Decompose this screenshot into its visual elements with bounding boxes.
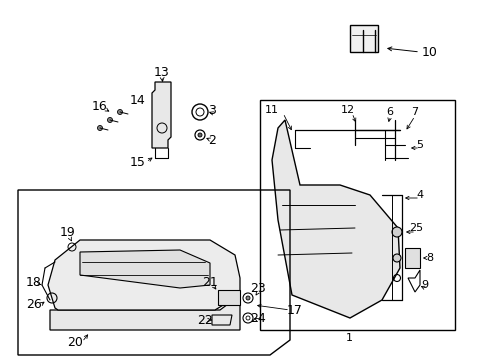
Text: 5: 5 [416,140,423,150]
Circle shape [97,126,102,130]
Polygon shape [48,240,240,310]
Text: 1: 1 [345,333,352,343]
Circle shape [117,109,122,114]
Text: 4: 4 [416,190,423,200]
Circle shape [107,117,112,122]
Bar [260,100,454,330]
Text: 17: 17 [286,303,303,316]
Text: 9: 9 [421,280,427,290]
Text: 19: 19 [60,225,76,238]
Text: 20: 20 [67,336,83,348]
Polygon shape [349,25,377,52]
Text: 23: 23 [250,282,265,294]
Text: 11: 11 [264,105,279,115]
Text: 12: 12 [340,105,354,115]
Text: 16: 16 [92,99,108,112]
Text: 21: 21 [202,275,218,288]
Text: 25: 25 [408,223,422,233]
Text: 22: 22 [197,314,212,327]
Polygon shape [50,295,240,330]
Circle shape [391,227,401,237]
Text: 7: 7 [410,107,418,117]
Polygon shape [218,290,240,305]
Polygon shape [404,248,419,268]
Text: 24: 24 [250,311,265,324]
Text: 26: 26 [26,298,42,311]
Text: 14: 14 [130,94,145,107]
Circle shape [198,133,202,137]
Text: 10: 10 [421,45,437,58]
Text: 3: 3 [207,104,216,117]
Text: 6: 6 [386,107,393,117]
Circle shape [392,254,400,262]
Text: 18: 18 [26,275,42,288]
Polygon shape [152,82,171,148]
Polygon shape [271,120,399,318]
Polygon shape [80,250,209,288]
Circle shape [245,296,249,300]
Text: 8: 8 [426,253,433,263]
Text: 13: 13 [154,66,169,78]
Text: 2: 2 [207,134,216,147]
Text: 15: 15 [130,156,145,168]
